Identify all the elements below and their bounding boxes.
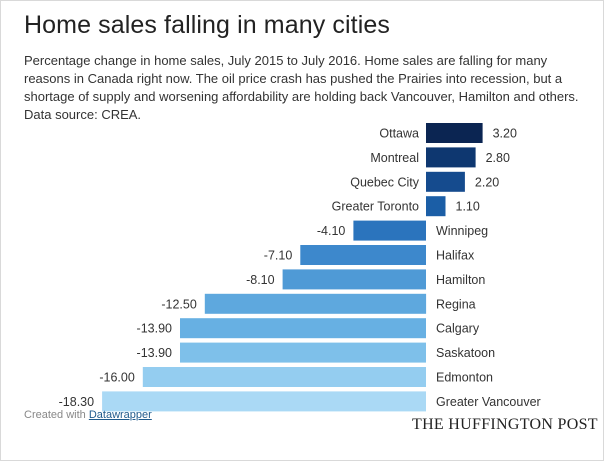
bar-greater-toronto — [426, 196, 446, 217]
footer-credit: Created with Datawrapper — [24, 409, 152, 421]
category-label: Greater Toronto — [332, 200, 419, 214]
category-label: Hamilton — [436, 273, 485, 287]
bar-saskatoon — [180, 342, 426, 363]
bar-regina — [204, 293, 427, 314]
bar-quebec-city — [426, 171, 465, 192]
brand-logo-text: THE HUFFINGTON POST — [412, 416, 598, 433]
value-label: 2.80 — [486, 151, 510, 165]
value-label: 2.20 — [475, 175, 499, 189]
value-label: -13.90 — [137, 322, 172, 336]
bar-halifax — [300, 245, 426, 265]
bar-ottawa — [426, 123, 483, 143]
category-label: Edmonton — [436, 371, 493, 385]
value-label: -13.90 — [137, 346, 172, 360]
bar-winnipeg — [353, 220, 426, 241]
category-label: Halifax — [436, 249, 475, 263]
value-label: -12.50 — [161, 297, 196, 311]
value-label: 3.20 — [493, 127, 517, 141]
category-label: Winnipeg — [436, 224, 488, 238]
bar-montreal — [426, 147, 476, 168]
bar-edmonton — [142, 367, 427, 387]
value-label: -18.30 — [59, 395, 94, 409]
category-label: Montreal — [370, 151, 419, 165]
chart-description: Percentage change in home sales, July 20… — [24, 53, 579, 122]
value-label: -7.10 — [264, 249, 293, 263]
category-label: Quebec City — [350, 175, 420, 189]
bar-hamilton — [282, 269, 426, 290]
value-label: -8.10 — [246, 273, 275, 287]
value-label: -16.00 — [99, 371, 134, 385]
bar-calgary — [180, 318, 426, 339]
category-label: Saskatoon — [436, 346, 495, 360]
category-label: Greater Vancouver — [436, 395, 541, 409]
chart-title: Home sales falling in many cities — [24, 11, 390, 39]
category-label: Regina — [436, 297, 476, 311]
value-label: -4.10 — [317, 224, 346, 238]
datawrapper-link[interactable]: Datawrapper — [88, 409, 152, 421]
category-label: Ottawa — [379, 127, 419, 141]
bar-greater-vancouver — [102, 391, 426, 412]
category-label: Calgary — [436, 322, 480, 336]
value-label: 1.10 — [456, 200, 480, 214]
created-with-label: Created with — [24, 409, 86, 421]
